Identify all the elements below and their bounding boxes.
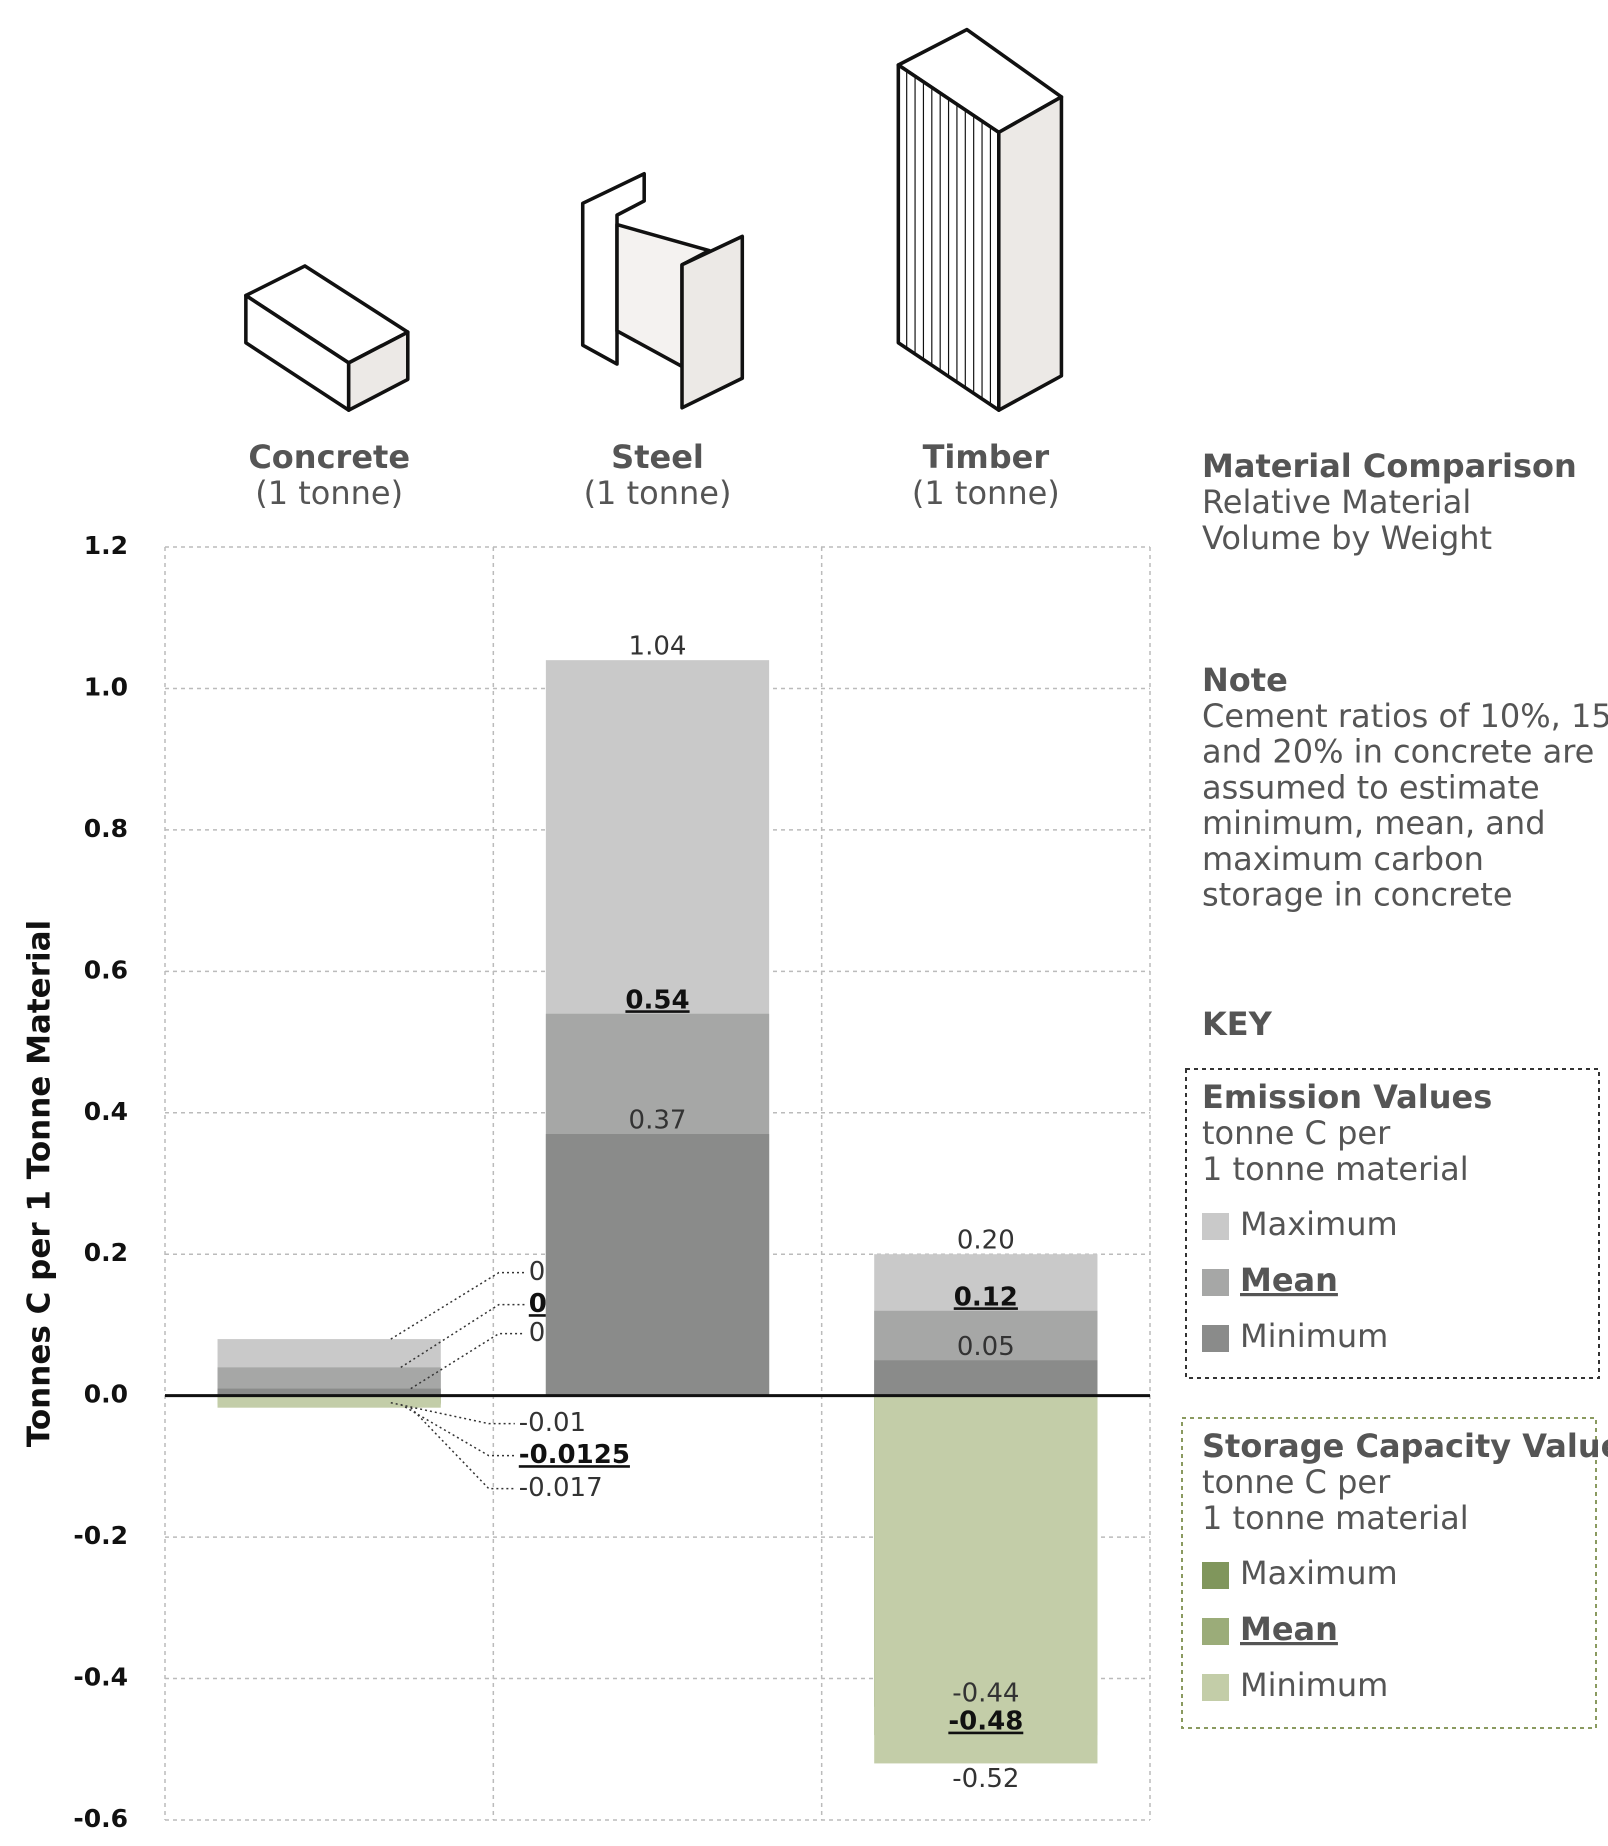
legend-group-subtitle: tonne C per bbox=[1202, 1463, 1391, 1501]
legend-swatch bbox=[1202, 1213, 1229, 1240]
leader-line bbox=[410, 1407, 515, 1490]
y-axis-title: Tonnes C per 1 Tonne Material bbox=[22, 920, 58, 1447]
note-text: Cement ratios of 10%, 15%, bbox=[1202, 697, 1608, 735]
key-title: KEY bbox=[1202, 1005, 1273, 1043]
value-label: 0.05 bbox=[957, 1332, 1015, 1362]
y-tick-label: -0.6 bbox=[73, 1804, 128, 1833]
legend-group-subtitle: 1 tonne material bbox=[1202, 1150, 1469, 1188]
y-tick-label: 0.2 bbox=[84, 1238, 128, 1267]
legend-group-subtitle: 1 tonne material bbox=[1202, 1499, 1469, 1537]
category-label: Timber bbox=[923, 438, 1050, 476]
legend-label: Minimum bbox=[1240, 1666, 1388, 1704]
panel-title: Material Comparison bbox=[1202, 447, 1577, 485]
y-tick-label: 0.8 bbox=[84, 814, 128, 843]
legend-label: Mean bbox=[1240, 1610, 1338, 1648]
mean-value-label: 0.12 bbox=[954, 1282, 1018, 1312]
note-text: minimum, mean, and bbox=[1202, 804, 1546, 842]
legend-label: Mean bbox=[1240, 1261, 1338, 1299]
note-text: and 20% in concrete are bbox=[1202, 733, 1594, 771]
y-tick-label: 0.6 bbox=[84, 955, 128, 984]
legend-label: Maximum bbox=[1240, 1554, 1398, 1592]
category-note: (1 tonne) bbox=[255, 474, 403, 512]
category-note: (1 tonne) bbox=[912, 474, 1060, 512]
leader-line bbox=[410, 1332, 525, 1390]
legend-swatch bbox=[1202, 1562, 1229, 1589]
steel-flange-left bbox=[580, 171, 646, 366]
note-title: Note bbox=[1202, 661, 1288, 699]
timber-grain bbox=[906, 70, 992, 405]
legend-group-title: Emission Values bbox=[1202, 1078, 1492, 1116]
value-label: 0.37 bbox=[629, 1105, 687, 1135]
bar bbox=[217, 1388, 441, 1396]
leader-line bbox=[390, 1271, 525, 1340]
category-label: Steel bbox=[611, 438, 704, 476]
legend-label: Maximum bbox=[1240, 1205, 1398, 1243]
legend-box bbox=[1185, 1068, 1600, 1379]
steel-flange-right bbox=[680, 234, 745, 410]
leader-line bbox=[400, 1403, 515, 1457]
note-text: assumed to estimate bbox=[1202, 768, 1540, 806]
bar bbox=[545, 1133, 770, 1396]
value-label: -0.44 bbox=[952, 1678, 1019, 1708]
concrete-side bbox=[346, 330, 410, 412]
panel-subtitle: Relative Material bbox=[1202, 483, 1471, 521]
bar bbox=[217, 1395, 441, 1408]
y-tick-label: -0.4 bbox=[73, 1663, 128, 1692]
y-tick-label: 0.0 bbox=[84, 1380, 128, 1409]
legend-box bbox=[1181, 1417, 1597, 1729]
value-label: -0.01 bbox=[519, 1408, 586, 1438]
panel-subtitle: Volume by Weight bbox=[1202, 519, 1492, 557]
mean-value-label: -0.0125 bbox=[519, 1440, 630, 1470]
legend-label: Minimum bbox=[1240, 1317, 1388, 1355]
y-tick-label: 1.2 bbox=[84, 531, 128, 560]
y-tick-label: 1.0 bbox=[84, 672, 128, 701]
note-text: maximum carbon bbox=[1202, 840, 1484, 878]
note-text: storage in concrete bbox=[1202, 876, 1513, 914]
legend-swatch bbox=[1202, 1674, 1229, 1701]
legend-swatch bbox=[1202, 1325, 1229, 1352]
value-label: 1.04 bbox=[629, 632, 687, 662]
bar bbox=[874, 1360, 1098, 1396]
value-label: 0.20 bbox=[957, 1226, 1015, 1256]
value-label: -0.017 bbox=[519, 1473, 603, 1503]
y-tick-label: 0.4 bbox=[84, 1097, 128, 1126]
legend-swatch bbox=[1202, 1618, 1229, 1645]
value-label: -0.52 bbox=[952, 1764, 1019, 1794]
leader-line bbox=[400, 1303, 525, 1369]
timber-side bbox=[997, 95, 1064, 412]
leader-line bbox=[390, 1402, 515, 1425]
mean-value-label: 0.54 bbox=[625, 985, 689, 1015]
legend-group-subtitle: tonne C per bbox=[1202, 1114, 1391, 1152]
category-note: (1 tonne) bbox=[584, 474, 732, 512]
bar bbox=[874, 1395, 1098, 1764]
legend-swatch bbox=[1202, 1269, 1229, 1296]
legend-group-title: Storage Capacity Values bbox=[1202, 1427, 1608, 1465]
category-label: Concrete bbox=[248, 438, 410, 476]
material-illustrations bbox=[244, 27, 1064, 412]
mean-value-label: -0.48 bbox=[948, 1707, 1023, 1737]
y-tick-label: -0.2 bbox=[73, 1521, 128, 1550]
